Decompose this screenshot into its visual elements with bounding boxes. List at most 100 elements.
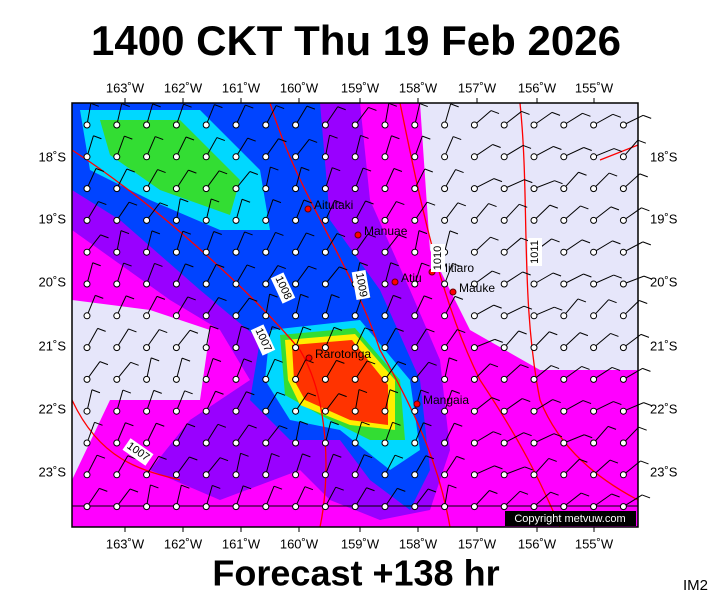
- barb-flag: [279, 425, 288, 430]
- station: [530, 216, 538, 224]
- station: [619, 121, 627, 129]
- latitude-label: 22˚S: [650, 401, 678, 416]
- barb-flag: [639, 173, 648, 178]
- barb-flag: [578, 171, 587, 176]
- station: [172, 375, 180, 383]
- barb-flag: [552, 272, 562, 277]
- barb-staff: [235, 137, 249, 158]
- station: [441, 312, 449, 320]
- barb-staff: [235, 424, 250, 444]
- station: [500, 344, 508, 352]
- barb-staff: [116, 488, 131, 507]
- station: [560, 185, 568, 193]
- barb-flag: [494, 465, 503, 470]
- barb-staff: [563, 492, 582, 507]
- barb-staff: [474, 465, 495, 476]
- station: [619, 503, 627, 511]
- station: [292, 121, 300, 129]
- barb-staff: [235, 171, 251, 189]
- barb-flag: [579, 332, 589, 337]
- station: [143, 185, 151, 193]
- barb-staff: [235, 264, 248, 285]
- station: [441, 439, 449, 447]
- barb-flag: [94, 421, 103, 426]
- station: [83, 280, 91, 288]
- barb-staff: [474, 490, 490, 507]
- wind-barbs: [83, 102, 653, 511]
- station: [202, 153, 210, 161]
- barb-flag: [216, 137, 226, 142]
- station: [292, 471, 300, 479]
- barb-flag: [450, 103, 459, 108]
- barb-flag: [457, 329, 466, 334]
- station: [351, 344, 359, 352]
- barb-flag: [454, 295, 464, 300]
- barb-staff: [175, 231, 184, 253]
- barb-staff: [444, 390, 453, 412]
- barb-flag: [611, 366, 621, 371]
- barb-flag: [550, 491, 559, 496]
- barb-flag: [96, 454, 106, 459]
- barb-flag: [125, 295, 135, 300]
- barb-staff: [503, 111, 522, 126]
- barb-flag: [158, 455, 167, 460]
- barb-flag: [189, 456, 198, 461]
- station: [530, 185, 538, 193]
- station: [530, 375, 538, 383]
- barb-flag: [333, 326, 343, 331]
- station: [262, 439, 270, 447]
- station: [411, 280, 419, 288]
- barb-flag: [150, 357, 160, 362]
- barb-flag: [159, 202, 169, 207]
- isobar-label-box: [351, 269, 371, 301]
- barb-flag: [520, 364, 529, 369]
- station: [411, 471, 419, 479]
- barb-staff: [414, 361, 430, 380]
- station: [470, 121, 478, 129]
- barb-flag: [423, 295, 433, 300]
- barb-staff: [205, 231, 215, 253]
- station: [381, 280, 389, 288]
- barb-staff: [116, 262, 125, 285]
- barb-staff: [474, 304, 494, 317]
- barb-flag: [456, 455, 465, 460]
- station: [381, 439, 389, 447]
- station: [351, 407, 359, 415]
- barb-staff: [205, 391, 216, 412]
- barb-flag: [419, 103, 428, 108]
- station: [292, 153, 300, 161]
- barb-flag: [642, 241, 652, 246]
- longitude-label: 162˚W: [164, 80, 203, 95]
- barb-flag: [584, 434, 593, 439]
- barb-staff: [324, 167, 333, 189]
- barb-staff: [474, 431, 494, 444]
- barb-flag: [128, 328, 137, 333]
- station: [292, 280, 300, 288]
- longitude-label: 158˚W: [399, 536, 438, 551]
- station: [441, 471, 449, 479]
- barb-flag: [490, 236, 499, 241]
- station: [619, 185, 627, 193]
- barb-staff: [384, 295, 394, 316]
- barb-flag: [338, 393, 347, 398]
- barb-staff: [384, 103, 390, 126]
- barb-staff: [146, 103, 154, 126]
- station: [470, 344, 478, 352]
- station: [172, 153, 180, 161]
- barb-flag: [300, 293, 309, 298]
- place-dot: [305, 354, 313, 362]
- barb-flag: [519, 203, 528, 208]
- barb-flag: [302, 453, 311, 458]
- station: [262, 185, 270, 193]
- isobar-label-box: [250, 324, 276, 356]
- place-dot: [304, 205, 312, 213]
- station: [321, 471, 329, 479]
- station: [143, 248, 151, 256]
- barb-flag: [275, 231, 284, 236]
- barb-flag: [214, 104, 223, 109]
- latitude-label: 18˚S: [650, 149, 678, 164]
- station: [411, 407, 419, 415]
- barb-flag: [638, 426, 647, 431]
- station: [500, 248, 508, 256]
- barb-staff: [86, 328, 99, 348]
